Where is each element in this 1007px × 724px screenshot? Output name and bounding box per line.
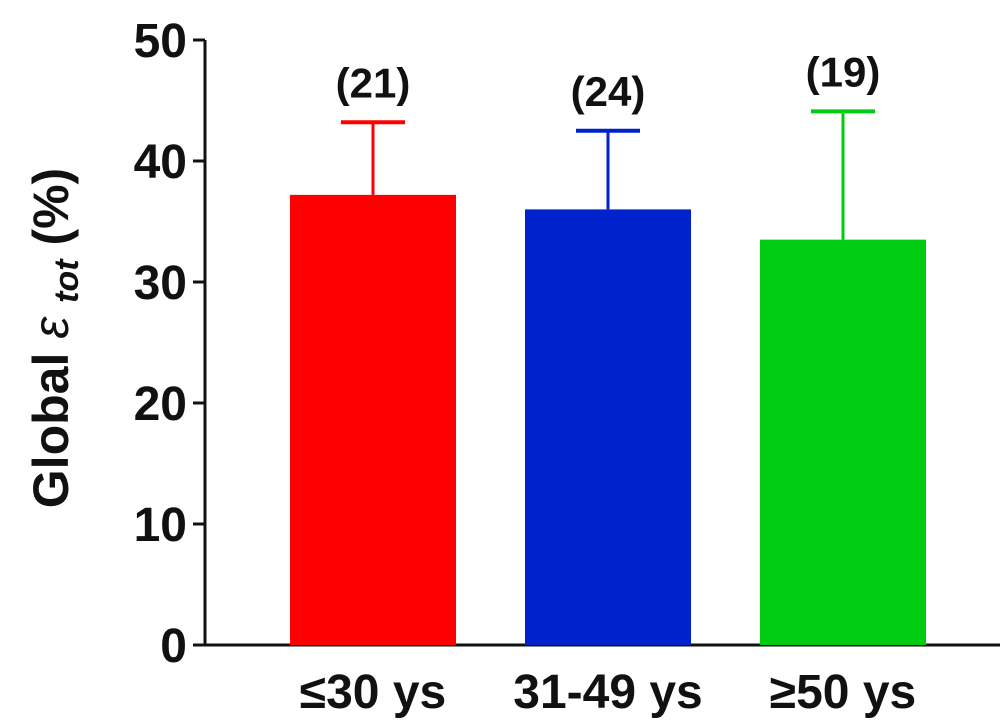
bar (290, 194, 456, 645)
y-tick-label: 10 (134, 499, 187, 552)
y-axis-title-subscript: tot (48, 258, 86, 303)
sample-size-label: (24) (571, 68, 646, 115)
y-tick-label: 0 (160, 620, 187, 673)
y-tick-label: 50 (134, 15, 187, 68)
bar (760, 239, 926, 645)
axes: 0 10 20 30 40 50 (134, 15, 1000, 673)
error-bars-group (341, 109, 875, 240)
bar (525, 209, 691, 645)
sample-size-label: (19) (806, 48, 881, 95)
y-tick-label: 20 (134, 378, 187, 431)
y-axis-title: Global ε tot (%) (23, 168, 89, 508)
labels-group: (21) ≤30 ys (24) 31-49 ys (19) ≥50 ys (300, 48, 916, 719)
y-tick-label: 30 (134, 257, 187, 310)
y-axis-title-prefix: Global (23, 339, 79, 508)
y-axis-title-symbol: ε (23, 316, 79, 339)
y-tick-label: 40 (134, 136, 187, 189)
y-axis-title-suffix: (%) (23, 168, 79, 246)
x-category-label: ≤30 ys (300, 666, 446, 719)
x-category-label: 31-49 ys (513, 666, 703, 719)
x-category-label: ≥50 ys (770, 666, 916, 719)
bars-group (290, 194, 926, 645)
sample-size-label: (21) (336, 59, 411, 106)
